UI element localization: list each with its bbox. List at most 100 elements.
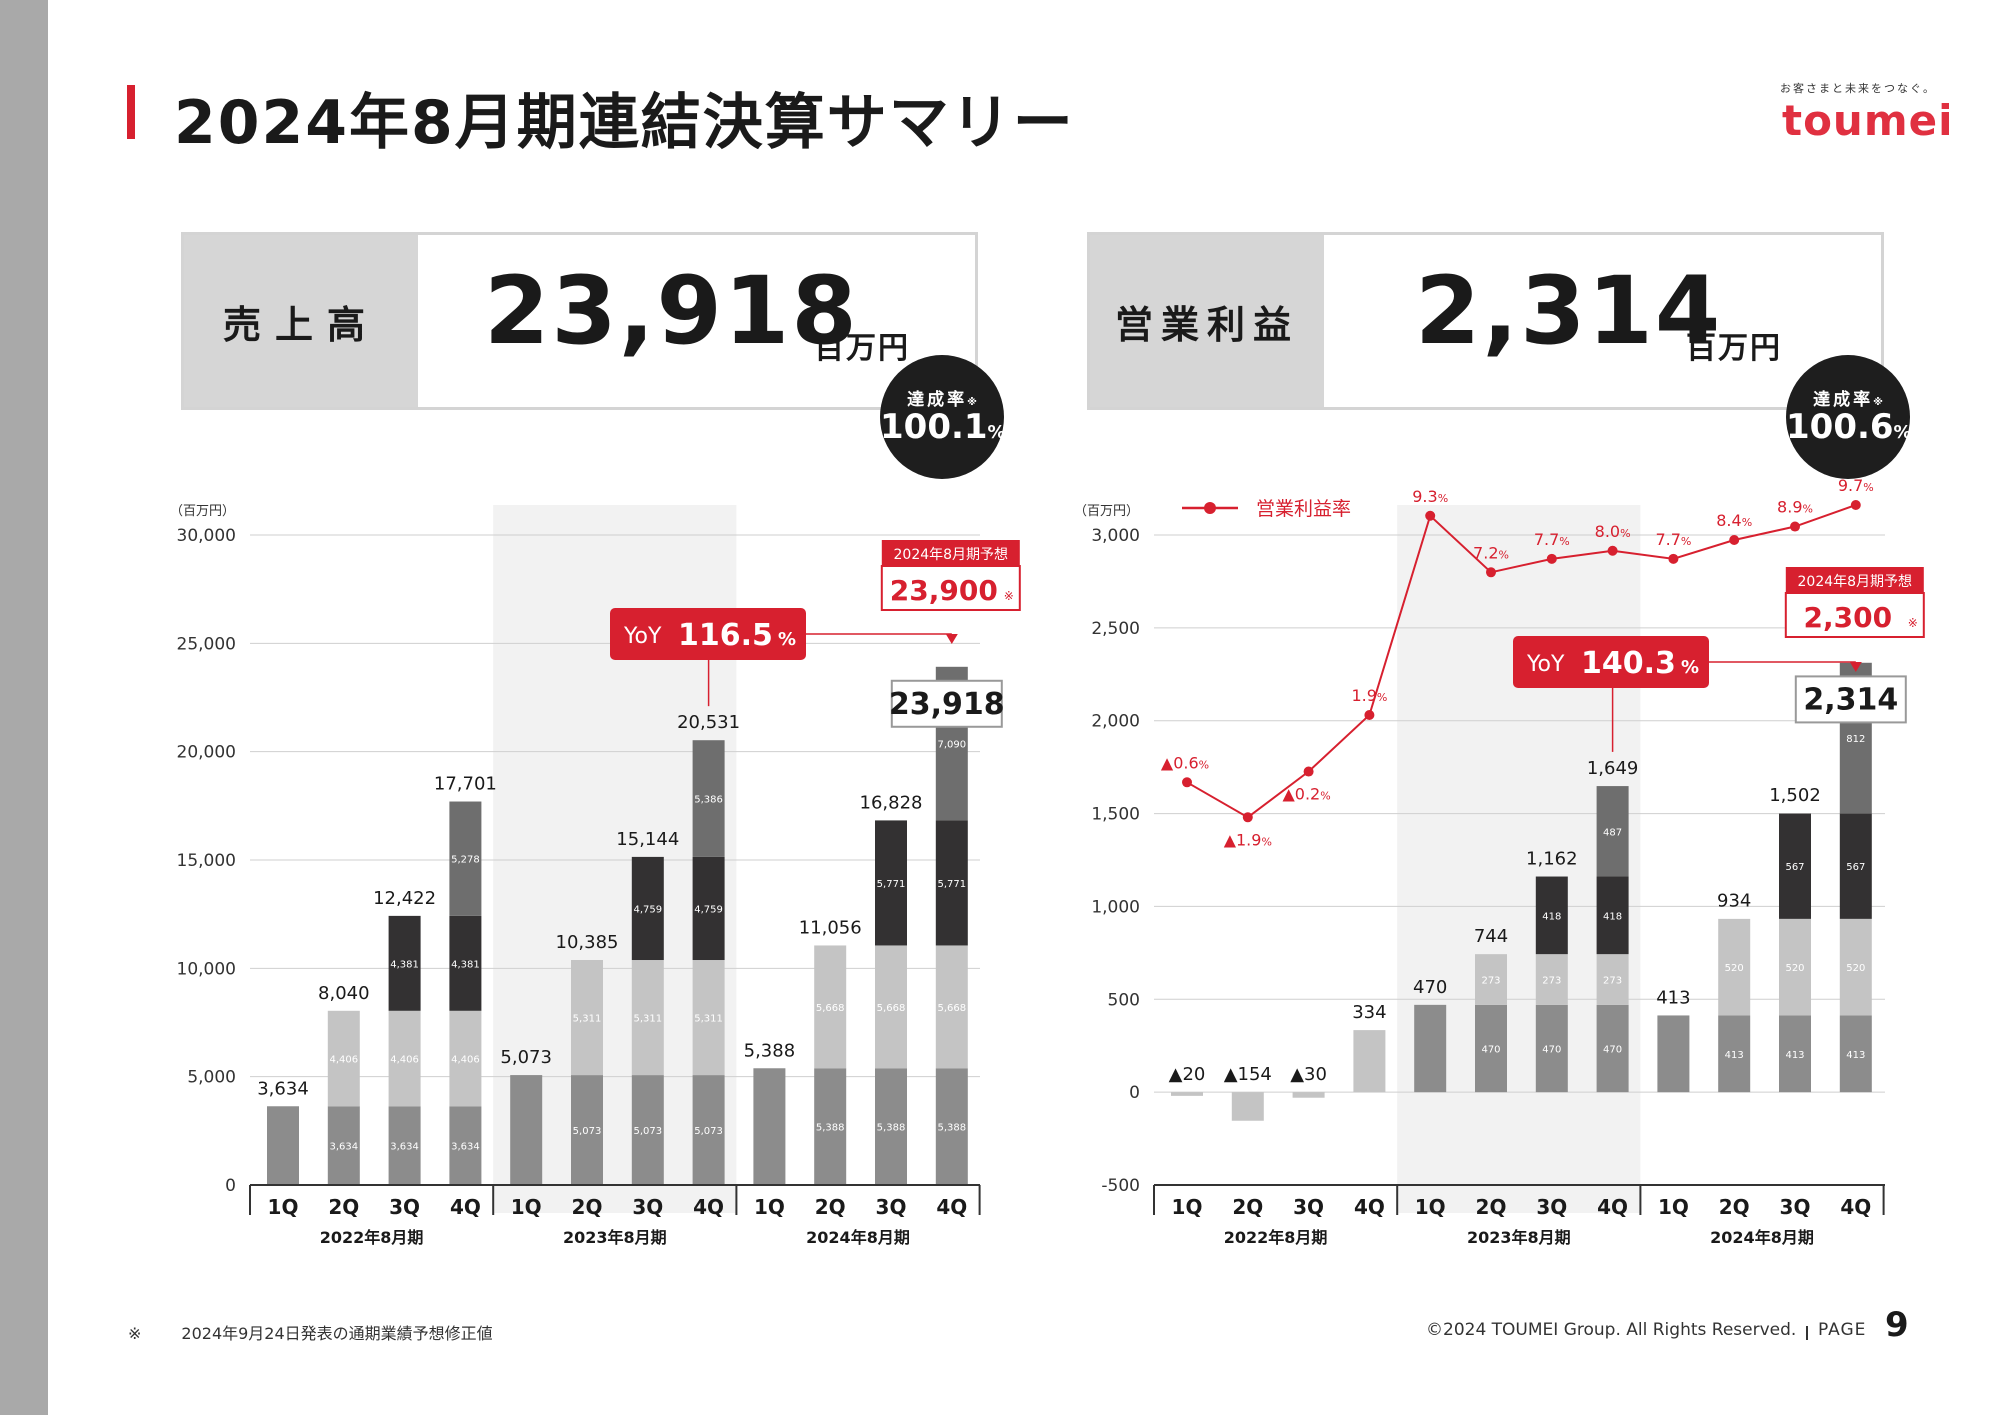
c0-final-total-box bbox=[890, 679, 1003, 728]
c0-bar-segment bbox=[753, 1068, 786, 1185]
c0-segment-label: 5,388 bbox=[877, 1123, 906, 1134]
c1-bar-segment bbox=[1475, 954, 1507, 1005]
c1-segment-label: 413 bbox=[1846, 1050, 1865, 1061]
operating-profit-kpi-value: 2,314 bbox=[1415, 257, 1723, 366]
c0-x-tick-label: 2Q bbox=[572, 1195, 603, 1219]
c1-final-total-label: 2,314 bbox=[1803, 682, 1898, 717]
c0-segment-label: 3,634 bbox=[329, 1142, 358, 1153]
c1-bar-segment bbox=[1839, 1015, 1872, 1093]
c0-segment-label: 3,634 bbox=[451, 1142, 480, 1153]
c1-yoy-value: 140.3 bbox=[1581, 646, 1676, 681]
page-label: PAGE bbox=[1818, 1320, 1867, 1340]
c0-bar-segment bbox=[571, 960, 603, 1076]
c1-margin-label: 7.7% bbox=[1534, 530, 1570, 549]
c1-bar-segment bbox=[1718, 1015, 1751, 1093]
c0-total-label: 15,144 bbox=[616, 829, 679, 850]
c1-segment-label: 520 bbox=[1785, 963, 1804, 974]
c0-y-tick-label: 25,000 bbox=[177, 634, 236, 654]
c1-margin-label: 9.7% bbox=[1838, 476, 1874, 495]
c1-margin-label: 8.9% bbox=[1777, 498, 1813, 517]
c1-forecast-header-bg bbox=[1785, 567, 1924, 593]
c1-margin-point bbox=[1182, 777, 1192, 788]
c0-segment-label: 7,090 bbox=[937, 740, 966, 751]
copyright: ©2024 TOUMEI Group. All Rights Reserved. bbox=[1426, 1320, 1797, 1340]
c1-segment-label: 567 bbox=[1785, 862, 1804, 873]
c1-bar-segment bbox=[1475, 1004, 1507, 1093]
op-rate-value: 100.6 bbox=[1786, 407, 1894, 447]
page-number: 9 bbox=[1885, 1305, 1909, 1345]
c1-segment-label: 470 bbox=[1542, 1045, 1561, 1056]
c1-y-tick-label: 0 bbox=[1129, 1083, 1140, 1103]
c1-total-label: 1,502 bbox=[1769, 785, 1821, 806]
c1-x-tick-label: 4Q bbox=[1354, 1195, 1385, 1219]
c0-yoy-value: 116.5 bbox=[678, 618, 773, 653]
c0-year-label: 2024年8月期 bbox=[806, 1228, 910, 1247]
c1-bar-segment bbox=[1718, 918, 1751, 1016]
c0-y-tick-label: 15,000 bbox=[177, 851, 236, 871]
c1-segment-label: 413 bbox=[1725, 1050, 1744, 1061]
c1-segment-label: 520 bbox=[1725, 963, 1744, 974]
c0-segment-label: 5,278 bbox=[451, 855, 480, 866]
c0-bar-segment bbox=[631, 1075, 664, 1185]
c1-segment-label: 413 bbox=[1785, 1050, 1804, 1061]
c1-total-label: 334 bbox=[1352, 1002, 1386, 1023]
operating-profit-kpi-unit: 百万円 bbox=[1686, 331, 1782, 366]
c0-bar-segment bbox=[692, 856, 725, 961]
c0-bar-segment bbox=[449, 1106, 482, 1185]
company-logo: toumei bbox=[1782, 96, 1954, 145]
c0-yoy-badge bbox=[610, 608, 806, 660]
c0-segment-label: 5,771 bbox=[937, 879, 966, 890]
operating-profit-kpi-card: 営業利益 2,314 百万円 bbox=[1087, 232, 1884, 410]
c0-year-label: 2022年8月期 bbox=[320, 1228, 424, 1247]
footnote-mark: ※ bbox=[128, 1324, 142, 1343]
c1-segment-label: 273 bbox=[1603, 976, 1622, 987]
c1-bar-segment bbox=[1596, 1004, 1629, 1093]
c0-bar-segment bbox=[692, 1075, 725, 1185]
c1-yoy-badge bbox=[1513, 636, 1709, 688]
c0-y-tick-label: 20,000 bbox=[177, 743, 236, 763]
c1-total-label: 934 bbox=[1717, 891, 1751, 912]
c0-yoy-arrow bbox=[945, 634, 958, 644]
c1-margin-label: 1.9% bbox=[1351, 686, 1387, 705]
c0-segment-label: 5,388 bbox=[937, 1123, 966, 1134]
c0-segment-label: 4,406 bbox=[451, 1055, 480, 1066]
c0-total-label: 11,056 bbox=[799, 917, 862, 938]
c0-segment-label: 5,311 bbox=[694, 1014, 723, 1025]
c1-x-tick-label: 3Q bbox=[1536, 1195, 1567, 1219]
c1-bar-segment bbox=[1779, 918, 1811, 1016]
c1-final-total-box bbox=[1794, 675, 1907, 724]
c1-total-label: ▲20 bbox=[1169, 1064, 1206, 1085]
c1-margin-label: ▲0.2% bbox=[1282, 785, 1330, 804]
c1-y-tick-label: 1,500 bbox=[1091, 805, 1140, 825]
c0-bar-segment bbox=[327, 1010, 360, 1107]
c0-y-tick-label: 30,000 bbox=[177, 526, 236, 546]
c1-y-tick-label: 2,000 bbox=[1091, 712, 1140, 732]
c0-yoy-unit: % bbox=[778, 629, 796, 650]
c0-x-tick-label: 4Q bbox=[693, 1195, 724, 1219]
c1-yoy-label: YoY bbox=[1526, 652, 1565, 677]
c1-margin-point bbox=[1668, 553, 1679, 564]
c1-segment-label: 520 bbox=[1846, 963, 1865, 974]
c0-y-tick-label: 0 bbox=[225, 1176, 236, 1196]
c1-forecast-box bbox=[1784, 592, 1925, 638]
c1-legend-marker bbox=[1204, 502, 1216, 514]
c1-total-label: 1,649 bbox=[1587, 758, 1639, 779]
c0-x-tick-label: 4Q bbox=[936, 1195, 967, 1219]
c1-segment-label: 418 bbox=[1603, 911, 1622, 922]
c0-x-tick-label: 2Q bbox=[815, 1195, 846, 1219]
c0-bar-segment bbox=[692, 740, 725, 857]
c1-x-tick-label: 4Q bbox=[1840, 1195, 1871, 1219]
c0-bar-segment bbox=[449, 1010, 482, 1107]
sales-rate-mark: ※ bbox=[967, 397, 977, 408]
c1-margin-line bbox=[1186, 504, 1857, 819]
c1-segment-label: 470 bbox=[1603, 1045, 1622, 1056]
c0-forecast-mark: ※ bbox=[1004, 589, 1014, 603]
c1-margin-point bbox=[1850, 500, 1861, 510]
c0-forecast-header-bg bbox=[881, 540, 1020, 566]
c1-x-tick-label: 1Q bbox=[1658, 1195, 1689, 1219]
c0-bar-segment bbox=[267, 1106, 299, 1185]
c0-segment-label: 4,381 bbox=[390, 959, 419, 970]
c1-bar-segment bbox=[1535, 954, 1568, 1005]
c0-year-label: 2023年8月期 bbox=[563, 1228, 667, 1247]
